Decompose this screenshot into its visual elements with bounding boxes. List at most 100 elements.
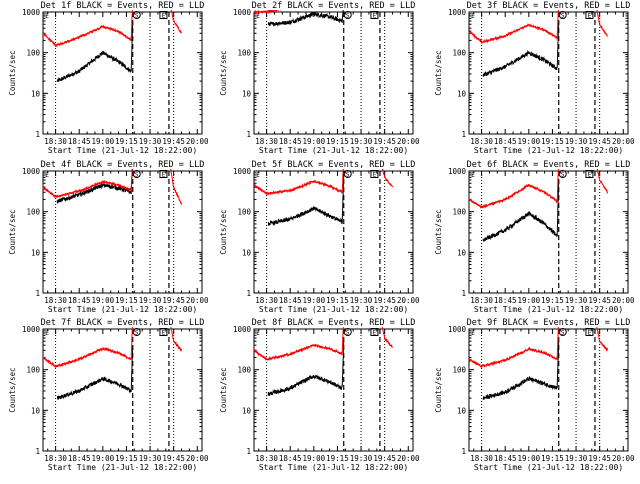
y-tick-label: 1 [461,130,466,139]
x-tick-label: 19:45 [373,296,396,305]
x-tick-label: 18:30 [470,454,493,463]
y-tick-label: 100 [237,366,251,375]
x-tick-label: 20:00 [186,454,209,463]
series-group [254,10,344,27]
y-axis-label: Counts/sec [434,367,443,412]
start-flag-label: S [346,330,350,337]
y-axis-label: Counts/sec [219,209,228,254]
panel-title: Det 1f BLACK = Events, RED = LLD [41,1,205,11]
x-tick-label: 19:00 [518,137,541,146]
chart-panel-5: Det 5f BLACK = Events, RED = LLD 1 10 100 10… [219,160,420,314]
x-tick-label: 18:30 [44,137,67,146]
end-flag-label: E [588,13,592,20]
y-tick-label: 1000 [233,167,252,176]
series-line-events [267,174,345,227]
panel-title: Det 6f BLACK = Events, RED = LLD [467,160,631,170]
x-tick-label: 20:00 [186,137,209,146]
y-tick-label: 1000 [22,325,41,334]
x-tick-label: 18:30 [470,296,493,305]
x-axis-label: Start Time (21-Jul-12 18:22:00) [48,305,197,314]
series-line-lld [254,169,393,197]
x-tick-label: 18:45 [279,137,302,146]
x-tick-label: 19:15 [326,296,349,305]
x-tick-label: 20:00 [397,296,420,305]
axes-frame [468,170,629,294]
x-tick-label: 20:00 [612,296,635,305]
axes-frame [42,328,203,452]
x-tick-label: 19:00 [303,454,326,463]
series-line-events [482,341,560,400]
end-flag-box [159,170,168,178]
start-flag-label: S [135,330,139,337]
x-axis-label: Start Time (21-Jul-12 18:22:00) [48,146,197,155]
series-group [469,327,608,400]
x-axis-label: Start Time (21-Jul-12 18:22:00) [259,146,408,155]
start-flag-label: S [346,13,350,20]
y-tick-label: 100 [26,208,40,217]
chart-panel-6: Det 6f BLACK = Events, RED = LLD 1 10 100 10… [434,160,635,314]
y-tick-label: 100 [452,49,466,58]
end-flag-box [159,11,168,19]
y-tick-label: 1000 [448,325,467,334]
axes-frame [253,170,414,294]
x-tick-label: 19:30 [139,454,162,463]
panel-title: Det 5f BLACK = Events, RED = LLD [252,160,416,170]
start-flag-label: S [561,172,565,179]
x-tick-label: 20:00 [612,454,635,463]
start-flag-circle [558,328,567,336]
start-flag-circle [558,11,567,19]
x-tick-label: 19:15 [541,137,564,146]
series-line-lld [469,10,608,45]
y-tick-label: 10 [31,89,41,98]
y-tick-label: 10 [457,248,467,257]
series-line-events [267,10,344,27]
start-flag-circle [132,328,141,336]
end-flag-label: E [373,330,377,337]
x-tick-label: 19:15 [541,454,564,463]
start-edge-flag: E [45,13,49,20]
start-edge-flag: E [471,13,475,20]
series-line-events [56,20,134,82]
chart-panel-9: Det 9f BLACK = Events, RED = LLD 1 10 100 10… [434,318,635,472]
end-flag-label: E [588,330,592,337]
chart-panel-3: Det 3f BLACK = Events, RED = LLD 1 10 100 10… [434,1,635,155]
x-tick-label: 18:30 [44,296,67,305]
start-flag-label: S [346,172,350,179]
y-tick-label: 10 [31,406,41,415]
x-axis-label: Start Time (21-Jul-12 18:22:00) [259,305,408,314]
y-tick-label: 1 [35,130,40,139]
y-tick-label: 1 [461,289,466,298]
y-tick-label: 1 [35,289,40,298]
y-axis-label: Counts/sec [434,209,443,254]
x-tick-label: 19:00 [92,454,115,463]
x-tick-label: 19:30 [350,137,373,146]
x-axis-label: Start Time (21-Jul-12 18:22:00) [474,146,623,155]
axes-frame [468,328,629,452]
y-tick-label: 1 [246,289,251,298]
x-tick-label: 20:00 [397,454,420,463]
x-tick-label: 19:30 [565,454,588,463]
start-flag-circle [132,170,141,178]
x-tick-label: 19:30 [350,296,373,305]
x-tick-label: 18:45 [68,137,91,146]
end-flag-box [370,11,379,19]
start-flag-circle [558,170,567,178]
axes-frame [253,328,414,452]
x-tick-label: 19:30 [139,137,162,146]
y-axis-label: Counts/sec [434,50,443,95]
chart-panel-4: Det 4f BLACK = Events, RED = LLD 1 10 100 10… [8,160,209,314]
chart-panel-7: Det 7f BLACK = Events, RED = LLD 1 10 100 10… [8,318,209,472]
y-tick-label: 100 [237,208,251,217]
series-line-lld [254,10,281,15]
series-line-events [482,179,560,243]
x-tick-label: 19:45 [373,137,396,146]
series-line-events [56,345,134,400]
panel-title: Det 2f BLACK = Events, RED = LLD [252,1,416,11]
x-tick-label: 18:45 [68,454,91,463]
y-tick-label: 1000 [22,167,41,176]
x-tick-label: 19:00 [518,454,541,463]
end-flag-box [159,328,168,336]
x-tick-label: 18:30 [255,296,278,305]
y-tick-label: 100 [452,208,466,217]
y-tick-label: 10 [242,89,252,98]
